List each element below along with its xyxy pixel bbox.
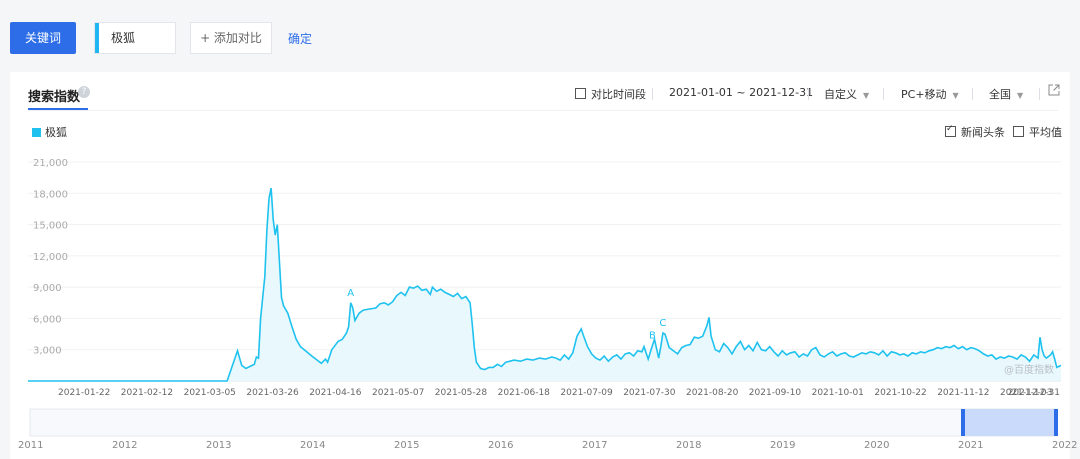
panel-divider (28, 110, 1058, 111)
keyword-button[interactable]: 关键词 (10, 22, 76, 54)
compare-period-label: 对比时间段 (591, 88, 646, 101)
news-toggle[interactable]: 新闻头条 (945, 124, 1005, 140)
caret-down-icon: ▼ (952, 91, 959, 100)
caret-down-icon: ▼ (1017, 91, 1024, 100)
help-icon[interactable]: ? (78, 86, 90, 98)
separator (1039, 88, 1040, 100)
separator (652, 88, 653, 100)
title-underline (28, 108, 88, 110)
separator (883, 88, 884, 100)
custom-dropdown[interactable]: 自定义 ▼ (824, 86, 869, 102)
average-label: 平均值 (1029, 126, 1062, 139)
add-compare-button[interactable]: + 添加对比 (190, 22, 272, 54)
toolbar: 关键词 极狐 + 添加对比 确定 (0, 0, 1080, 70)
legend-label: 极狐 (45, 126, 67, 139)
keyword-input[interactable]: 极狐 (94, 22, 176, 54)
checkbox-icon[interactable] (1013, 126, 1024, 137)
region-label: 全国 (989, 88, 1011, 101)
compare-period-toggle[interactable]: 对比时间段 (575, 86, 646, 102)
separator (972, 88, 973, 100)
search-index-panel: 搜索指数 ? 对比时间段 2021-01-01 ~ 2021-12-31 自定义… (10, 72, 1070, 459)
caret-down-icon: ▼ (863, 91, 870, 100)
confirm-link[interactable]: 确定 (288, 32, 313, 46)
checkbox-icon[interactable] (575, 88, 586, 99)
panel-title[interactable]: 搜索指数 (28, 90, 81, 105)
chart-legend[interactable]: 极狐 (32, 124, 67, 140)
region-dropdown[interactable]: 全国 ▼ (989, 86, 1023, 102)
custom-label: 自定义 (824, 88, 857, 101)
date-range[interactable]: 2021-01-01 ~ 2021-12-31 (669, 86, 814, 99)
share-icon[interactable] (1048, 84, 1060, 99)
average-toggle[interactable]: 平均值 (1013, 124, 1062, 140)
checkbox-checked-icon[interactable] (945, 124, 956, 137)
news-label: 新闻头条 (961, 126, 1005, 139)
device-label: PC+移动 (901, 88, 947, 101)
device-dropdown[interactable]: PC+移动 ▼ (901, 86, 959, 102)
separator (808, 88, 809, 100)
legend-swatch (32, 128, 41, 137)
